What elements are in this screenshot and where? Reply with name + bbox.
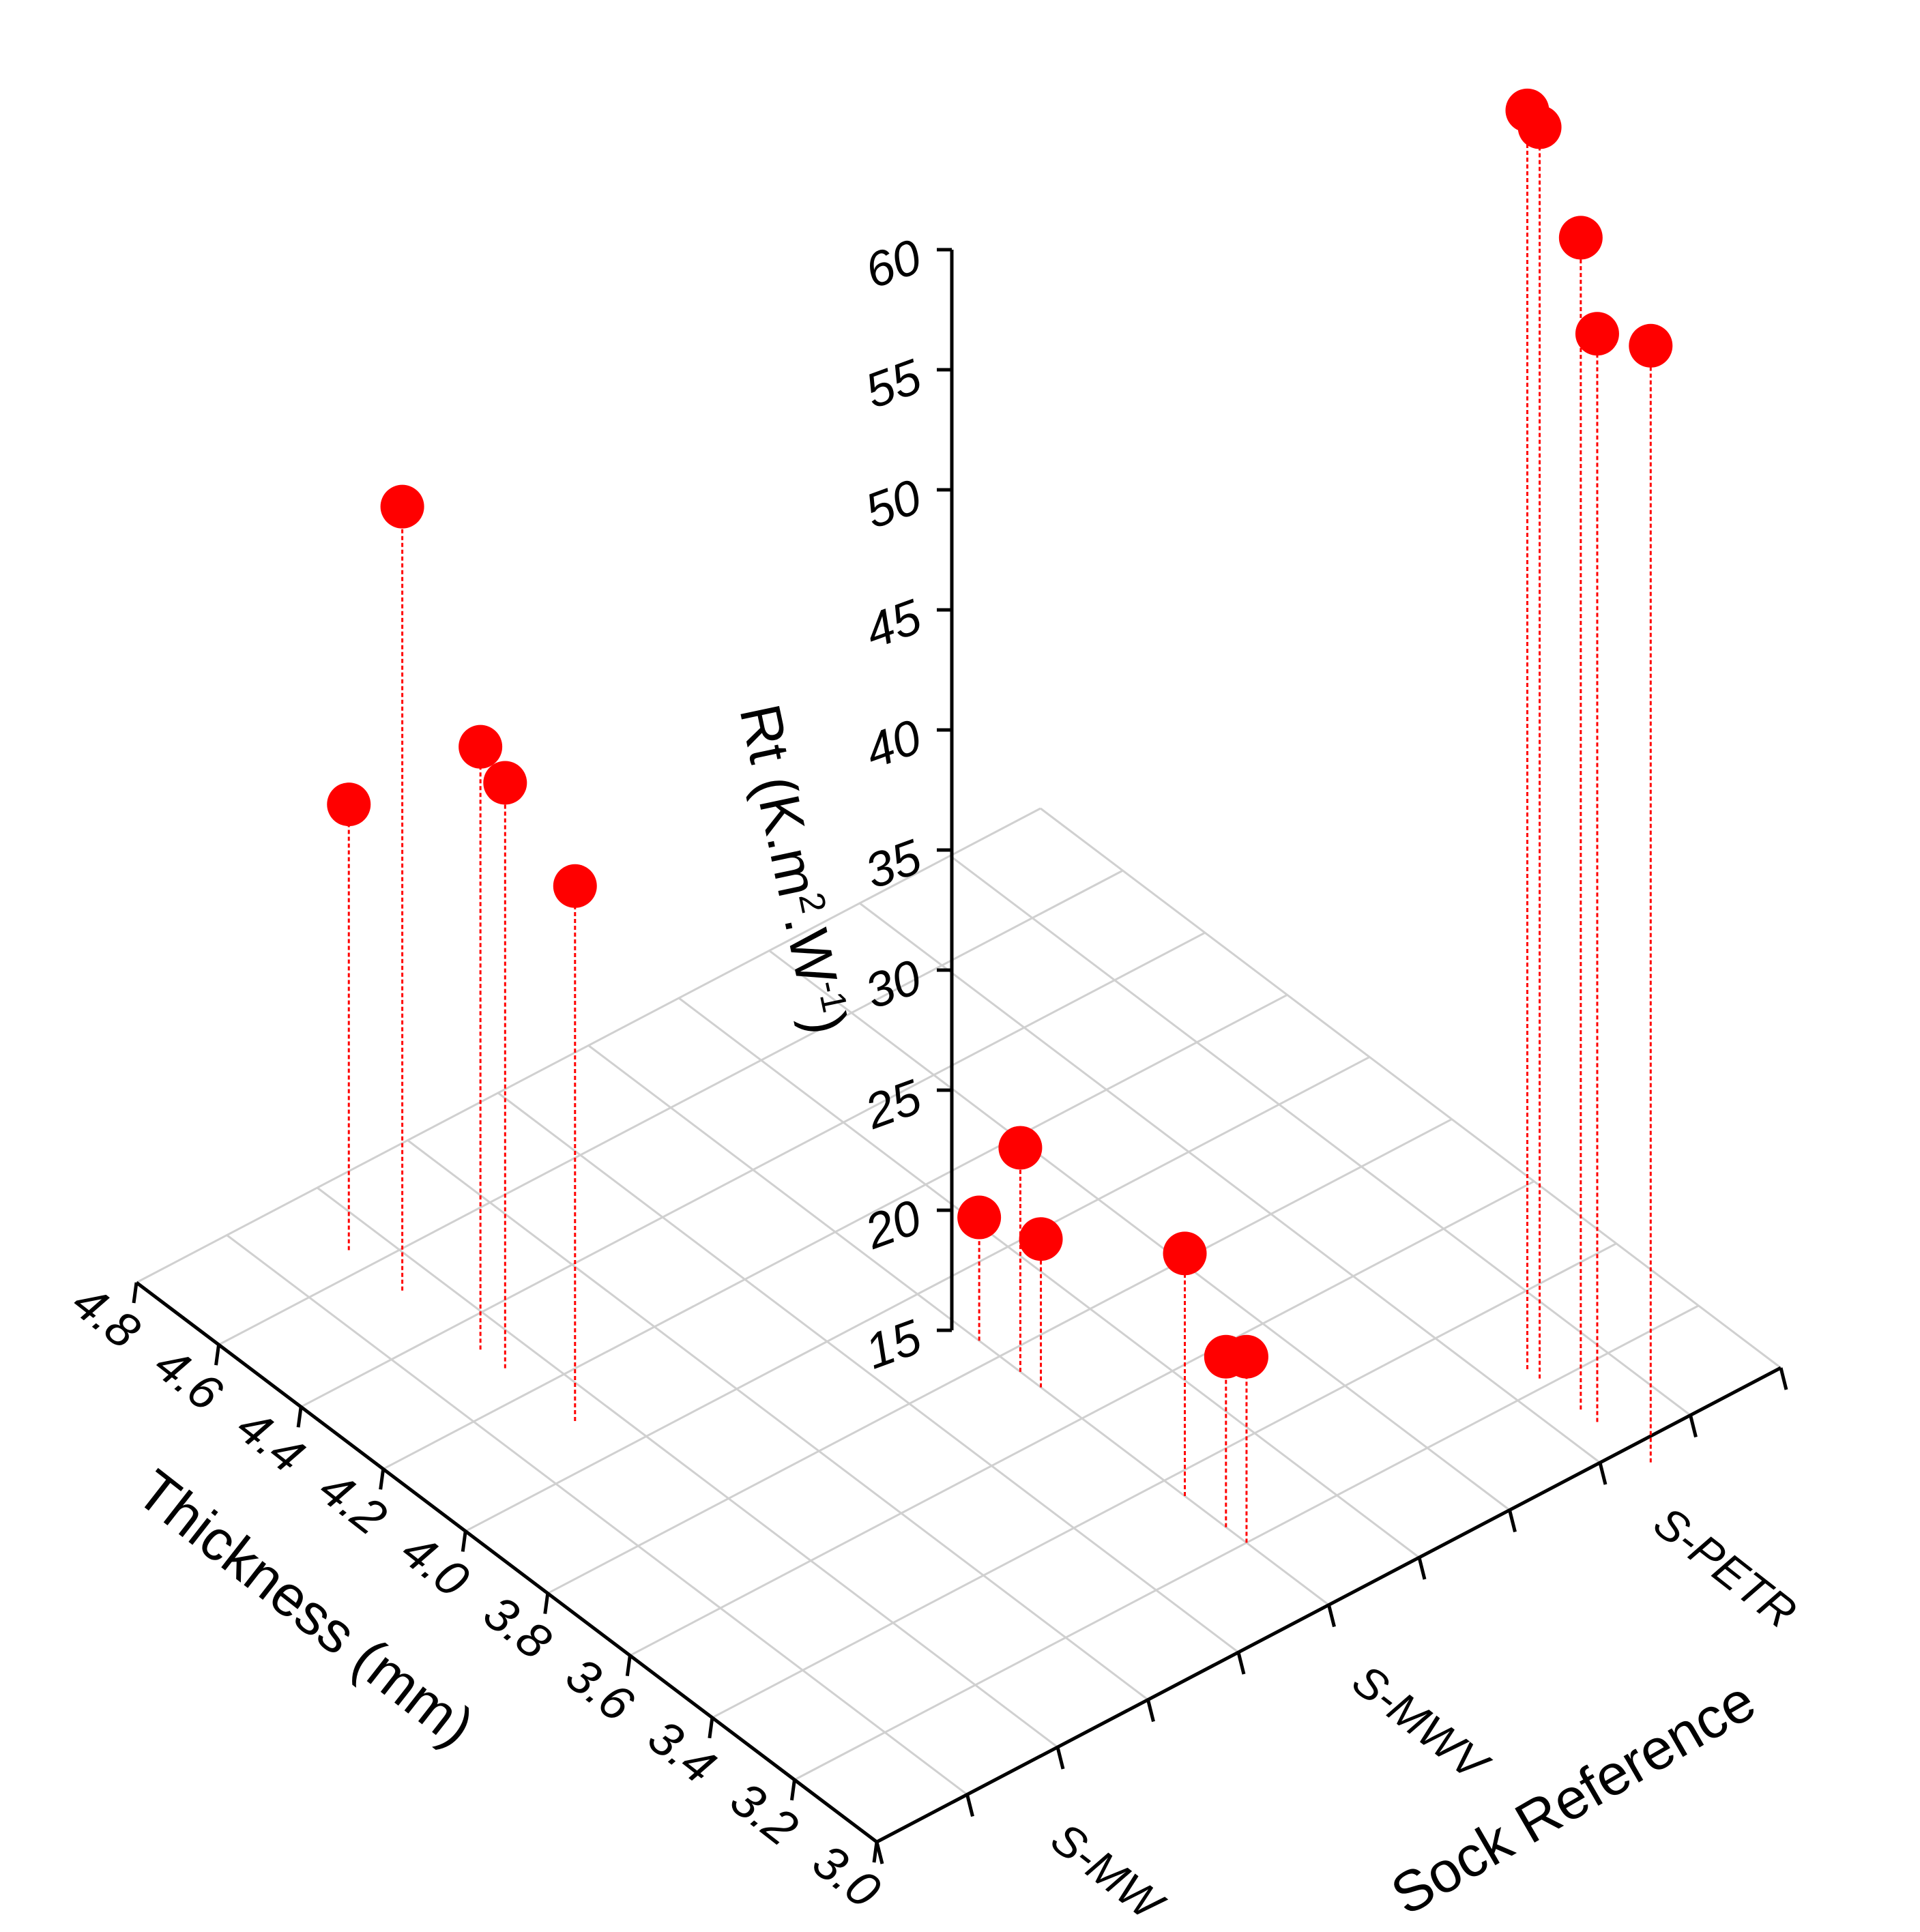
thickness-tick xyxy=(379,1469,386,1490)
data-point xyxy=(483,761,527,805)
data-point xyxy=(553,864,597,908)
data-point xyxy=(998,1126,1043,1170)
rt-tick-label: 55 xyxy=(858,349,929,420)
data-point xyxy=(459,724,503,769)
sock-tick xyxy=(1327,1604,1336,1628)
data-point xyxy=(1517,105,1562,149)
grid-line xyxy=(768,950,1511,1511)
thickness-tick xyxy=(708,1717,714,1739)
thickness-tick xyxy=(625,1655,632,1676)
rt-tick-label: 60 xyxy=(858,229,929,299)
thickness-tick xyxy=(789,1779,796,1801)
thickness-tick xyxy=(296,1406,303,1428)
data-point xyxy=(327,782,371,827)
data-point xyxy=(1019,1217,1063,1261)
sock-tick xyxy=(1689,1414,1698,1438)
rt-tick-label: 50 xyxy=(858,469,929,540)
sock-tick xyxy=(1779,1367,1788,1390)
x-axis-title: Thickness (mm) xyxy=(126,1457,486,1759)
data-point xyxy=(1575,312,1619,356)
sock-category-label: S-MWV xyxy=(1343,1654,1500,1792)
thickness-tick xyxy=(214,1344,221,1366)
sock-tick xyxy=(1056,1746,1065,1770)
data-point xyxy=(1629,323,1673,368)
rt-tick-label: 40 xyxy=(858,709,929,780)
data-point xyxy=(1224,1334,1268,1379)
rt-tick-label: 25 xyxy=(858,1070,929,1140)
data-point xyxy=(1558,216,1603,260)
thickness-tick xyxy=(132,1282,139,1304)
grid-line xyxy=(859,902,1601,1464)
grid-line xyxy=(949,855,1691,1416)
thickness-tick xyxy=(461,1531,467,1552)
thickness-axis: 3.03.23.43.63.84.04.24.44.64.8 xyxy=(62,1274,890,1919)
z-axis-title: Rt (K.m2.W-1) xyxy=(727,699,860,1039)
grid-line xyxy=(226,1234,968,1796)
grid-line xyxy=(407,1139,1149,1701)
rt-tick-label: 35 xyxy=(858,830,929,900)
data-points xyxy=(327,88,1673,1543)
sock-tick xyxy=(965,1794,974,1817)
z-axis-title-mid: .W xyxy=(772,908,849,990)
sock-tick xyxy=(1417,1557,1427,1580)
sock-tick xyxy=(1146,1699,1155,1723)
sock-tick xyxy=(1508,1509,1517,1533)
rt-tick-label: 30 xyxy=(858,950,929,1020)
sock-tick xyxy=(1236,1652,1246,1675)
sock-tick xyxy=(875,1841,884,1864)
data-point xyxy=(380,484,424,529)
thickness-axis-line xyxy=(135,1281,878,1843)
rt-tick-label: 20 xyxy=(858,1190,929,1260)
rt-tick-label: 45 xyxy=(858,589,929,660)
sock-tick xyxy=(1598,1462,1608,1485)
sock-category-label: S-PETR xyxy=(1645,1497,1806,1638)
data-point xyxy=(957,1195,1002,1240)
grid-line xyxy=(678,997,1420,1559)
grid-line xyxy=(587,1044,1330,1606)
grid-line xyxy=(317,1186,1058,1748)
grid-line xyxy=(1040,807,1781,1369)
data-point xyxy=(1163,1231,1207,1276)
sock-category-label: S-MW xyxy=(1042,1813,1174,1932)
grid-line xyxy=(497,1092,1239,1654)
thickness-tick xyxy=(543,1593,550,1614)
z-axis-title-main: Rt (K.m xyxy=(727,699,830,902)
